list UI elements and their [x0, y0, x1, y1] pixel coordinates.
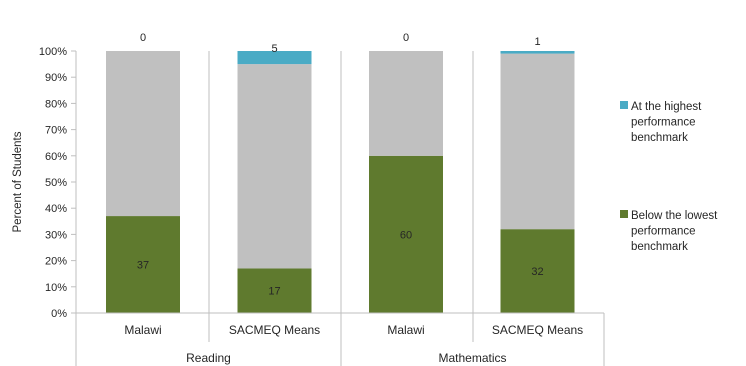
data-label-highest: 0 [140, 32, 146, 44]
bar-segment [500, 53, 575, 230]
bar-segment [237, 268, 312, 313]
data-label-below: 37 [137, 260, 149, 272]
data-label-highest: 1 [534, 36, 540, 48]
bars [106, 51, 575, 313]
legend-label: Below the lowest [631, 210, 718, 222]
y-tick-label: 90% [45, 72, 67, 84]
legend-label: benchmark [631, 241, 688, 253]
y-tick-label: 50% [45, 177, 67, 189]
bar-segment [500, 229, 575, 313]
legend-swatch [620, 210, 628, 218]
bar-segment [106, 51, 180, 217]
bar-segment [369, 51, 443, 156]
data-label-highest: 0 [403, 32, 409, 44]
legend-label: performance [631, 117, 696, 129]
y-tick-label: 40% [45, 203, 67, 215]
category-label: SACMEQ Means [229, 323, 320, 337]
bar-segment [369, 155, 443, 313]
legend: At the highest performance benchmark Below … [620, 101, 718, 253]
bar-segment [237, 64, 312, 269]
bar-segment [500, 51, 575, 54]
y-tick-label: 60% [45, 151, 67, 163]
legend-label: At the highest [631, 101, 702, 113]
axes: 0% 10% 20% 30% 40% 50% 60% 70% 80% 90% 100% Percent… [12, 46, 474, 320]
category-label: SACMEQ Means [492, 323, 583, 337]
data-label-below: 32 [531, 266, 543, 278]
bar-segment [106, 216, 180, 313]
category-label: Malawi [387, 323, 424, 337]
group-label: Reading [186, 351, 231, 365]
y-tick-label: 0% [51, 308, 67, 320]
bar-segment [237, 51, 312, 65]
y-axis-title: Percent of Students [12, 131, 24, 232]
y-tick-label: 70% [45, 125, 67, 137]
legend-swatch [620, 101, 628, 109]
y-tick-label: 10% [45, 282, 67, 294]
legend-label: performance [631, 226, 696, 238]
y-tick-label: 30% [45, 229, 67, 241]
y-tick-label: 100% [39, 46, 67, 58]
data-label-below: 17 [268, 286, 280, 298]
x-axis: Malawi SACMEQ Means Malawi SACMEQ Means Read… [75, 312, 605, 366]
category-label: Malawi [124, 323, 161, 337]
data-labels: 37 0 17 5 60 0 32 1 [137, 32, 544, 298]
data-label-highest: 5 [271, 43, 277, 55]
data-label-below: 60 [400, 229, 412, 241]
group-label: Mathematics [438, 351, 506, 365]
y-tick-label: 20% [45, 256, 67, 268]
y-tick-label: 80% [45, 98, 67, 110]
legend-label: benchmark [631, 132, 688, 144]
